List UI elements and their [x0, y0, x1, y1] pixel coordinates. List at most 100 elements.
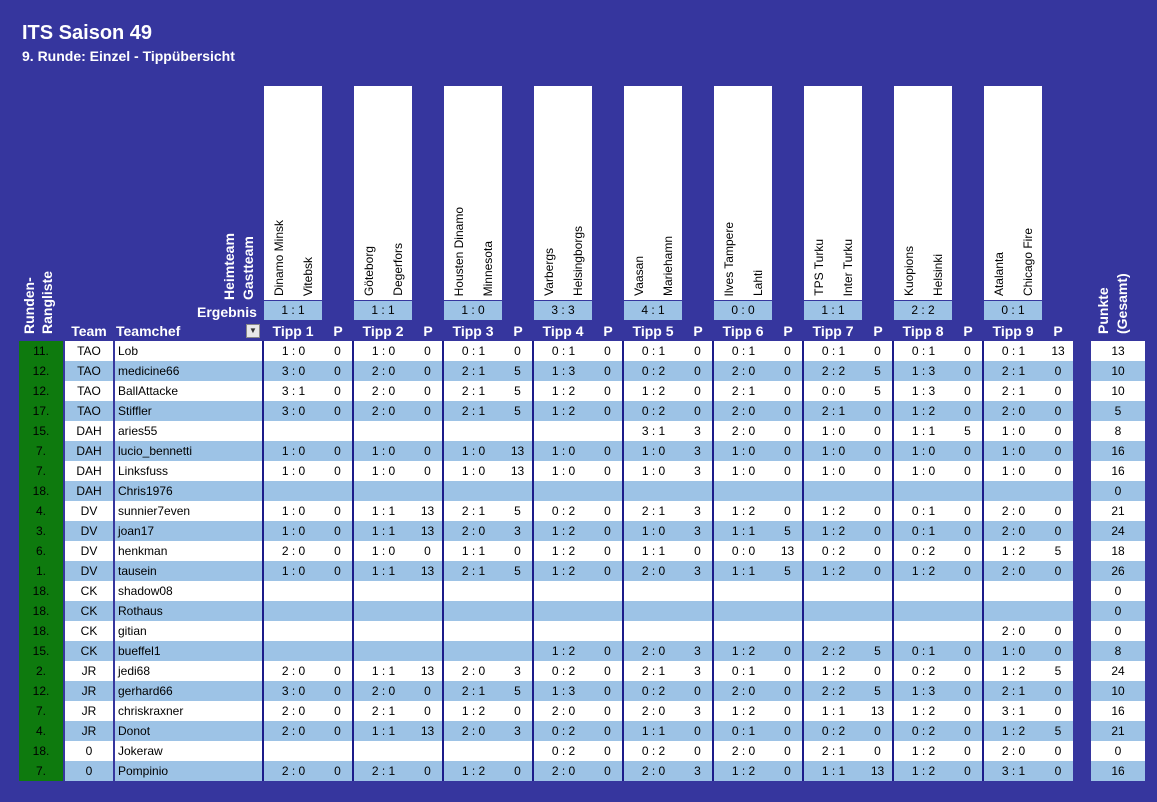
rank-cell[interactable]: 2. [19, 661, 63, 681]
points-cell[interactable]: 0 [953, 341, 983, 361]
points-cell[interactable] [863, 601, 893, 621]
points-cell[interactable]: 5 [773, 521, 803, 541]
rank-cell[interactable]: 18. [19, 741, 63, 761]
points-cell[interactable]: 13 [1043, 341, 1073, 361]
gap-cell[interactable] [63, 441, 65, 461]
team-cell[interactable]: CK [65, 641, 113, 661]
total-points-cell[interactable]: 16 [1091, 441, 1145, 461]
points-cell[interactable]: 0 [593, 521, 623, 541]
gap-cell[interactable] [1073, 701, 1091, 721]
tipp-cell[interactable] [802, 621, 863, 641]
tipp-cell[interactable]: 1 : 1 [712, 561, 773, 581]
points-cell[interactable]: 0 [1043, 361, 1073, 381]
tipp-cell[interactable] [892, 481, 953, 501]
tipp-cell[interactable]: 0 : 1 [892, 641, 953, 661]
teamchef-cell[interactable]: henkman [115, 541, 263, 561]
tipp-cell[interactable]: 1 : 0 [982, 461, 1043, 481]
total-points-cell[interactable]: 0 [1091, 581, 1145, 601]
tipp-cell[interactable]: 1 : 2 [532, 521, 593, 541]
points-cell[interactable]: 0 [953, 741, 983, 761]
tipp-cell[interactable]: 0 : 1 [892, 501, 953, 521]
tipp-cell[interactable]: 2 : 0 [712, 681, 773, 701]
points-cell[interactable]: 0 [323, 561, 353, 581]
points-cell[interactable] [683, 581, 713, 601]
points-cell[interactable]: 0 [323, 721, 353, 741]
points-cell[interactable]: 0 [683, 361, 713, 381]
gap-cell[interactable] [113, 441, 115, 461]
tipp-cell[interactable] [532, 421, 593, 441]
tipp-cell[interactable]: 3 : 1 [622, 421, 683, 441]
points-cell[interactable]: 0 [593, 341, 623, 361]
tipp-cell[interactable]: 1 : 2 [532, 401, 593, 421]
tipp-cell[interactable]: 1 : 0 [982, 421, 1043, 441]
points-cell[interactable] [323, 641, 353, 661]
points-cell[interactable]: 0 [863, 421, 893, 441]
gap-cell[interactable] [1073, 381, 1091, 401]
points-cell[interactable]: 13 [413, 561, 443, 581]
points-cell[interactable]: 5 [503, 361, 533, 381]
tipp-cell[interactable]: 1 : 0 [442, 441, 503, 461]
tipp-cell[interactable] [442, 581, 503, 601]
total-points-cell[interactable]: 5 [1091, 401, 1145, 421]
points-cell[interactable]: 0 [953, 641, 983, 661]
points-cell[interactable]: 0 [683, 401, 713, 421]
points-cell[interactable]: 13 [413, 501, 443, 521]
teamchef-cell[interactable]: joan17 [115, 521, 263, 541]
gap-cell[interactable] [113, 501, 115, 521]
tipp-cell[interactable]: 1 : 2 [892, 401, 953, 421]
tipp-cell[interactable]: 3 : 1 [982, 761, 1043, 781]
tipp-cell[interactable]: 1 : 1 [442, 541, 503, 561]
gap-cell[interactable] [1073, 661, 1091, 681]
tipp-cell[interactable]: 1 : 2 [712, 501, 773, 521]
teamchef-cell[interactable]: BallAttacke [115, 381, 263, 401]
tipp-cell[interactable]: 1 : 2 [712, 641, 773, 661]
points-cell[interactable]: 0 [323, 401, 353, 421]
points-cell[interactable]: 0 [773, 341, 803, 361]
points-cell[interactable]: 5 [1043, 661, 1073, 681]
gap-cell[interactable] [63, 381, 65, 401]
tipp-cell[interactable]: 1 : 1 [352, 721, 413, 741]
points-cell[interactable]: 3 [683, 501, 713, 521]
gap-cell[interactable] [113, 381, 115, 401]
tipp-cell[interactable]: 0 : 2 [892, 661, 953, 681]
tipp-cell[interactable]: 1 : 0 [802, 421, 863, 441]
gap-cell[interactable] [1073, 641, 1091, 661]
tipp-cell[interactable]: 2 : 1 [982, 361, 1043, 381]
points-cell[interactable] [773, 581, 803, 601]
rank-cell[interactable]: 12. [19, 681, 63, 701]
tipp-cell[interactable]: 0 : 2 [892, 541, 953, 561]
tipp-cell[interactable] [982, 481, 1043, 501]
total-points-cell[interactable]: 24 [1091, 521, 1145, 541]
points-cell[interactable]: 5 [863, 641, 893, 661]
points-cell[interactable]: 0 [1043, 701, 1073, 721]
points-cell[interactable]: 0 [683, 741, 713, 761]
points-cell[interactable] [683, 621, 713, 641]
points-cell[interactable]: 13 [863, 701, 893, 721]
points-cell[interactable]: 0 [593, 661, 623, 681]
teamchef-cell[interactable]: jedi68 [115, 661, 263, 681]
tipp-cell[interactable] [712, 601, 773, 621]
tipp-cell[interactable]: 1 : 2 [892, 701, 953, 721]
gap-cell[interactable] [1073, 761, 1091, 781]
tipp-cell[interactable] [712, 621, 773, 641]
tipp-cell[interactable] [352, 481, 413, 501]
points-cell[interactable]: 0 [323, 521, 353, 541]
points-cell[interactable] [953, 581, 983, 601]
tipp-cell[interactable]: 2 : 1 [352, 701, 413, 721]
gap-cell[interactable] [1073, 361, 1091, 381]
points-cell[interactable]: 0 [503, 701, 533, 721]
gap-cell[interactable] [63, 641, 65, 661]
points-cell[interactable]: 0 [323, 461, 353, 481]
teamchef-cell[interactable]: Rothaus [115, 601, 263, 621]
points-cell[interactable]: 0 [1043, 421, 1073, 441]
teamchef-cell[interactable]: Chris1976 [115, 481, 263, 501]
rank-cell[interactable]: 1. [19, 561, 63, 581]
points-cell[interactable] [593, 601, 623, 621]
points-cell[interactable]: 5 [503, 561, 533, 581]
points-cell[interactable]: 0 [863, 561, 893, 581]
tipp-cell[interactable]: 0 : 2 [802, 541, 863, 561]
gap-cell[interactable] [1073, 721, 1091, 741]
tipp-cell[interactable]: 1 : 2 [442, 701, 503, 721]
points-cell[interactable]: 0 [593, 701, 623, 721]
rank-cell[interactable]: 7. [19, 761, 63, 781]
